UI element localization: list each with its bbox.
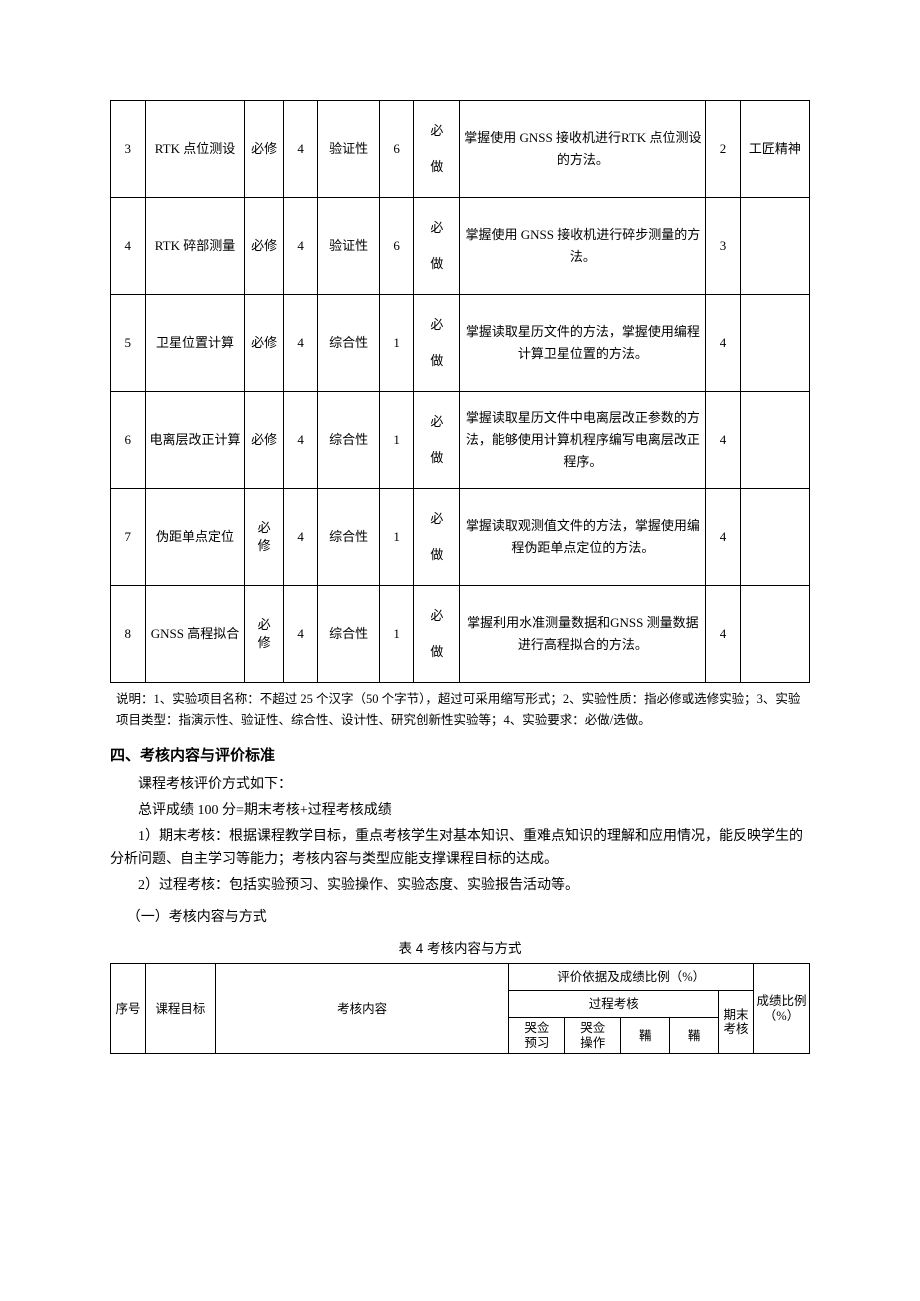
t1-cell-extra	[740, 586, 809, 683]
t1-cell-goal: 4	[706, 489, 741, 586]
t1-cell-cnt: 4	[283, 295, 318, 392]
experiment-table: 3RTK 点位测设必修4验证性6必做掌握使用 GNSS 接收机进行RTK 点位测…	[110, 100, 810, 683]
t1-cell-hrs: 6	[379, 101, 414, 198]
t1-cell-type: 综合性	[318, 295, 379, 392]
t2-h-final: 期末考核	[719, 991, 754, 1054]
t1-cell-hrs: 6	[379, 198, 414, 295]
t2-h-c2: 哭佥操作	[565, 1018, 621, 1054]
t1-cell-name: GNSS 高程拟合	[145, 586, 245, 683]
t1-cell-nature: 必修	[245, 489, 283, 586]
t1-cell-goal: 4	[706, 392, 741, 489]
t1-cell-goal: 4	[706, 586, 741, 683]
t1-cell-type: 验证性	[318, 198, 379, 295]
t1-cell-hrs: 1	[379, 586, 414, 683]
t1-cell-name: 伪距单点定位	[145, 489, 245, 586]
table-note: 说明：1、实验项目名称：不超过 25 个汉字（50 个字节），超过可采用缩写形式…	[116, 689, 804, 732]
t2-h-c4: 鞴	[670, 1018, 719, 1054]
t1-cell-extra	[740, 489, 809, 586]
t1-cell-no: 6	[111, 392, 146, 489]
t1-cell-extra	[740, 392, 809, 489]
t1-cell-goal: 4	[706, 295, 741, 392]
t1-cell-req: 必做	[414, 295, 460, 392]
t1-cell-no: 5	[111, 295, 146, 392]
t2-h-process: 过程考核	[509, 991, 719, 1018]
t1-cell-type: 综合性	[318, 392, 379, 489]
t2-h-no: 序号	[111, 964, 146, 1054]
t1-cell-nature: 必修	[245, 198, 283, 295]
t1-cell-no: 3	[111, 101, 146, 198]
t1-cell-no: 7	[111, 489, 146, 586]
t1-cell-desc: 掌握利用水准测量数据和GNSS 测量数据进行高程拟合的方法。	[460, 586, 706, 683]
t1-cell-hrs: 1	[379, 489, 414, 586]
para-intro: 课程考核评价方式如下：	[110, 774, 810, 796]
t2-h-content: 考核内容	[215, 964, 509, 1054]
t1-cell-no: 4	[111, 198, 146, 295]
t1-cell-req: 必做	[414, 101, 460, 198]
t1-cell-name: RTK 点位测设	[145, 101, 245, 198]
t1-cell-desc: 掌握使用 GNSS 接收机进行RTK 点位测设的方法。	[460, 101, 706, 198]
t2-h-eval: 评价依据及成绩比例（%）	[509, 964, 754, 991]
para-formula: 总评成绩 100 分=期末考核+过程考核成绩	[110, 800, 810, 822]
t1-cell-type: 验证性	[318, 101, 379, 198]
t1-cell-hrs: 1	[379, 295, 414, 392]
t1-cell-type: 综合性	[318, 489, 379, 586]
t1-cell-cnt: 4	[283, 489, 318, 586]
t1-cell-req: 必做	[414, 586, 460, 683]
t1-cell-extra	[740, 198, 809, 295]
t1-cell-name: 电离层改正计算	[145, 392, 245, 489]
t2-h-goal: 课程目标	[145, 964, 215, 1054]
t1-cell-cnt: 4	[283, 101, 318, 198]
t1-cell-nature: 必修	[245, 101, 283, 198]
t1-cell-req: 必做	[414, 489, 460, 586]
t1-cell-name: RTK 碎部测量	[145, 198, 245, 295]
table2-caption: 表 4 考核内容与方式	[110, 938, 810, 960]
t1-cell-req: 必做	[414, 198, 460, 295]
t1-cell-desc: 掌握读取星历文件的方法，掌握使用编程计算卫星位置的方法。	[460, 295, 706, 392]
t1-cell-desc: 掌握使用 GNSS 接收机进行碎步测量的方法。	[460, 198, 706, 295]
t1-cell-cnt: 4	[283, 586, 318, 683]
t1-cell-extra: 工匠精神	[740, 101, 809, 198]
t1-cell-no: 8	[111, 586, 146, 683]
t1-cell-desc: 掌握读取观测值文件的方法，掌握使用编程伪距单点定位的方法。	[460, 489, 706, 586]
t1-cell-nature: 必修	[245, 392, 283, 489]
t1-cell-cnt: 4	[283, 198, 318, 295]
t2-h-c3: 鞴	[621, 1018, 670, 1054]
t1-cell-cnt: 4	[283, 392, 318, 489]
section-4-title: 四、考核内容与评价标准	[110, 744, 810, 768]
subsection-1: （一）考核内容与方式	[110, 907, 810, 929]
t1-cell-goal: 2	[706, 101, 741, 198]
t1-cell-desc: 掌握读取星历文件中电离层改正参数的方法，能够使用计算机程序编写电离层改正程序。	[460, 392, 706, 489]
t2-h-c1: 哭佥预习	[509, 1018, 565, 1054]
t1-cell-name: 卫星位置计算	[145, 295, 245, 392]
para-process-exam: 2）过程考核：包括实验预习、实验操作、实验态度、实验报告活动等。	[110, 875, 810, 897]
assessment-table: 序号 课程目标 考核内容 评价依据及成绩比例（%） 成绩比例（%） 过程考核 期…	[110, 963, 810, 1054]
t1-cell-nature: 必修	[245, 295, 283, 392]
t2-h-ratio: 成绩比例（%）	[754, 964, 810, 1054]
t1-cell-nature: 必修	[245, 586, 283, 683]
t1-cell-goal: 3	[706, 198, 741, 295]
t1-cell-extra	[740, 295, 809, 392]
para-final-exam: 1）期末考核：根据课程教学目标，重点考核学生对基本知识、重难点知识的理解和应用情…	[110, 826, 810, 871]
t1-cell-type: 综合性	[318, 586, 379, 683]
t1-cell-hrs: 1	[379, 392, 414, 489]
t1-cell-req: 必做	[414, 392, 460, 489]
